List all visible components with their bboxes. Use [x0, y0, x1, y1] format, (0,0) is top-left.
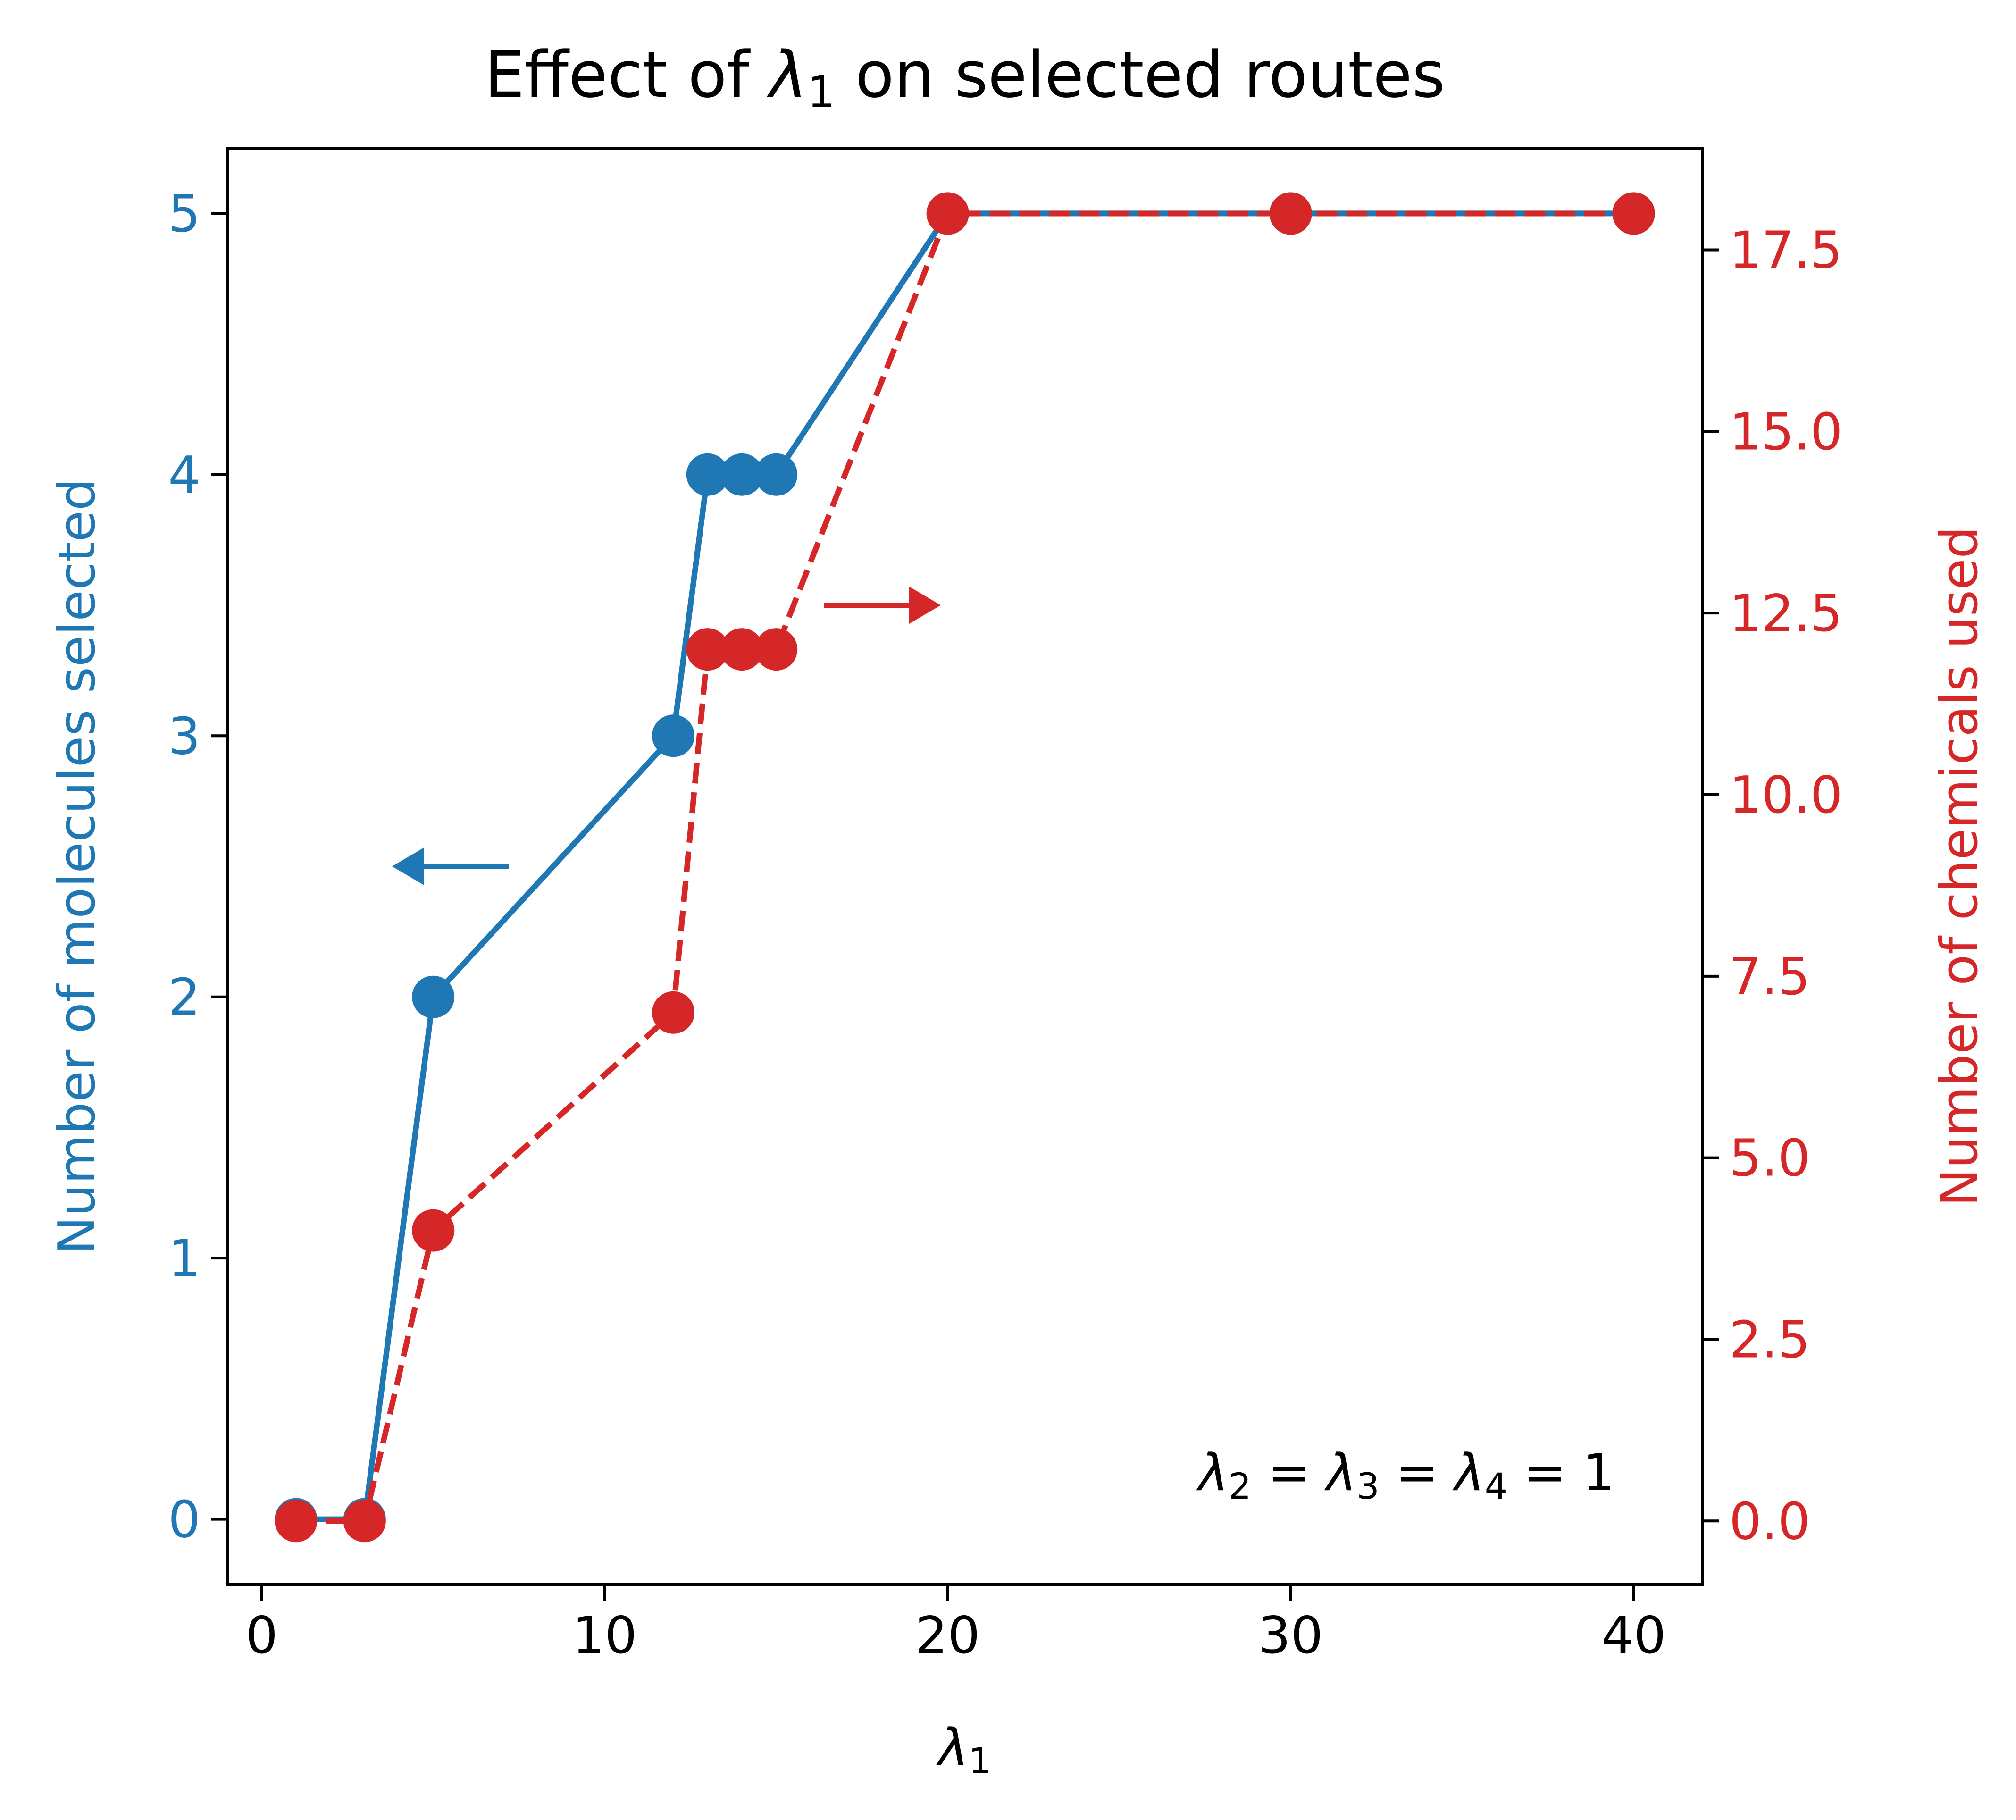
x-tick-label: 40 [1601, 1606, 1666, 1665]
series-right-point [343, 1500, 386, 1543]
y-right-axis-label: Number of chemicals used [1930, 526, 1989, 1207]
annotation-operator: = [1251, 1443, 1326, 1502]
y-right-tick-label: 10.0 [1729, 766, 1842, 825]
x-tick-label: 10 [572, 1606, 637, 1665]
y-left-tick-label: 3 [168, 707, 201, 766]
y-right-tick-label: 15.0 [1729, 403, 1842, 461]
y-right-tick-label: 0.0 [1729, 1492, 1810, 1551]
y-right-tick-label: 17.5 [1729, 221, 1842, 280]
series-right-point [1612, 192, 1655, 235]
x-label-symbol: λ [936, 1718, 969, 1777]
x-tick-label: 30 [1258, 1606, 1323, 1665]
series-right-point [652, 991, 695, 1034]
series-right-point [755, 628, 798, 671]
x-tick-label: 0 [245, 1606, 278, 1665]
series-left-point [412, 975, 455, 1018]
y-right-tick-label: 7.5 [1729, 948, 1810, 1006]
annotation-sub: 3 [1356, 1465, 1379, 1507]
y-right-tick-label: 2.5 [1729, 1310, 1810, 1369]
title-symbol-sub: 1 [807, 67, 835, 117]
y-left-tick-label: 0 [168, 1491, 201, 1550]
y-left-tick-label: 5 [168, 185, 201, 243]
annotation-sub: 2 [1229, 1465, 1251, 1507]
x-tick-label: 20 [915, 1606, 980, 1665]
title-symbol: λ [767, 38, 807, 112]
series-left-point [652, 714, 695, 757]
title-text-rest: on selected routes [835, 38, 1446, 112]
y-left-axis-label: Number of molecules selected [48, 478, 107, 1254]
annotation-symbol: λ [1452, 1443, 1485, 1502]
y-left-tick-label: 4 [168, 446, 201, 505]
series-right-point [926, 192, 969, 235]
y-right-tick-label: 12.5 [1729, 584, 1842, 643]
series-left-point [686, 453, 729, 496]
title-text: Effect of [485, 38, 770, 112]
y-right-tick-label: 5.0 [1729, 1129, 1810, 1188]
plot-frame [226, 147, 1704, 1586]
arrow-right-head [909, 586, 941, 624]
annotation-operator: = [1380, 1443, 1455, 1502]
annotation-sub: 4 [1485, 1465, 1507, 1507]
chart-title: Effect of λ1 on selected routes [485, 38, 1446, 117]
arrow-left-head [392, 847, 424, 885]
series-right-point [720, 628, 763, 671]
series-right-point [412, 1209, 455, 1252]
x-label-sub: 1 [969, 1740, 991, 1782]
x-axis-label: λ1 [936, 1718, 991, 1782]
parameter-annotation: λ2 = λ3 = λ4 = 1 [1196, 1443, 1615, 1507]
annotation-symbol: λ [1196, 1443, 1229, 1502]
series-right-point [1269, 192, 1312, 235]
series-right-point [275, 1500, 318, 1543]
y-left-tick-label: 2 [168, 968, 201, 1027]
series-left-point [720, 453, 763, 496]
annotation-symbol: λ [1324, 1443, 1356, 1502]
y-left-tick-label: 1 [168, 1229, 201, 1288]
annotation-operator: = 1 [1507, 1443, 1615, 1502]
series-left-point [755, 453, 798, 496]
series-right-point [686, 628, 729, 671]
